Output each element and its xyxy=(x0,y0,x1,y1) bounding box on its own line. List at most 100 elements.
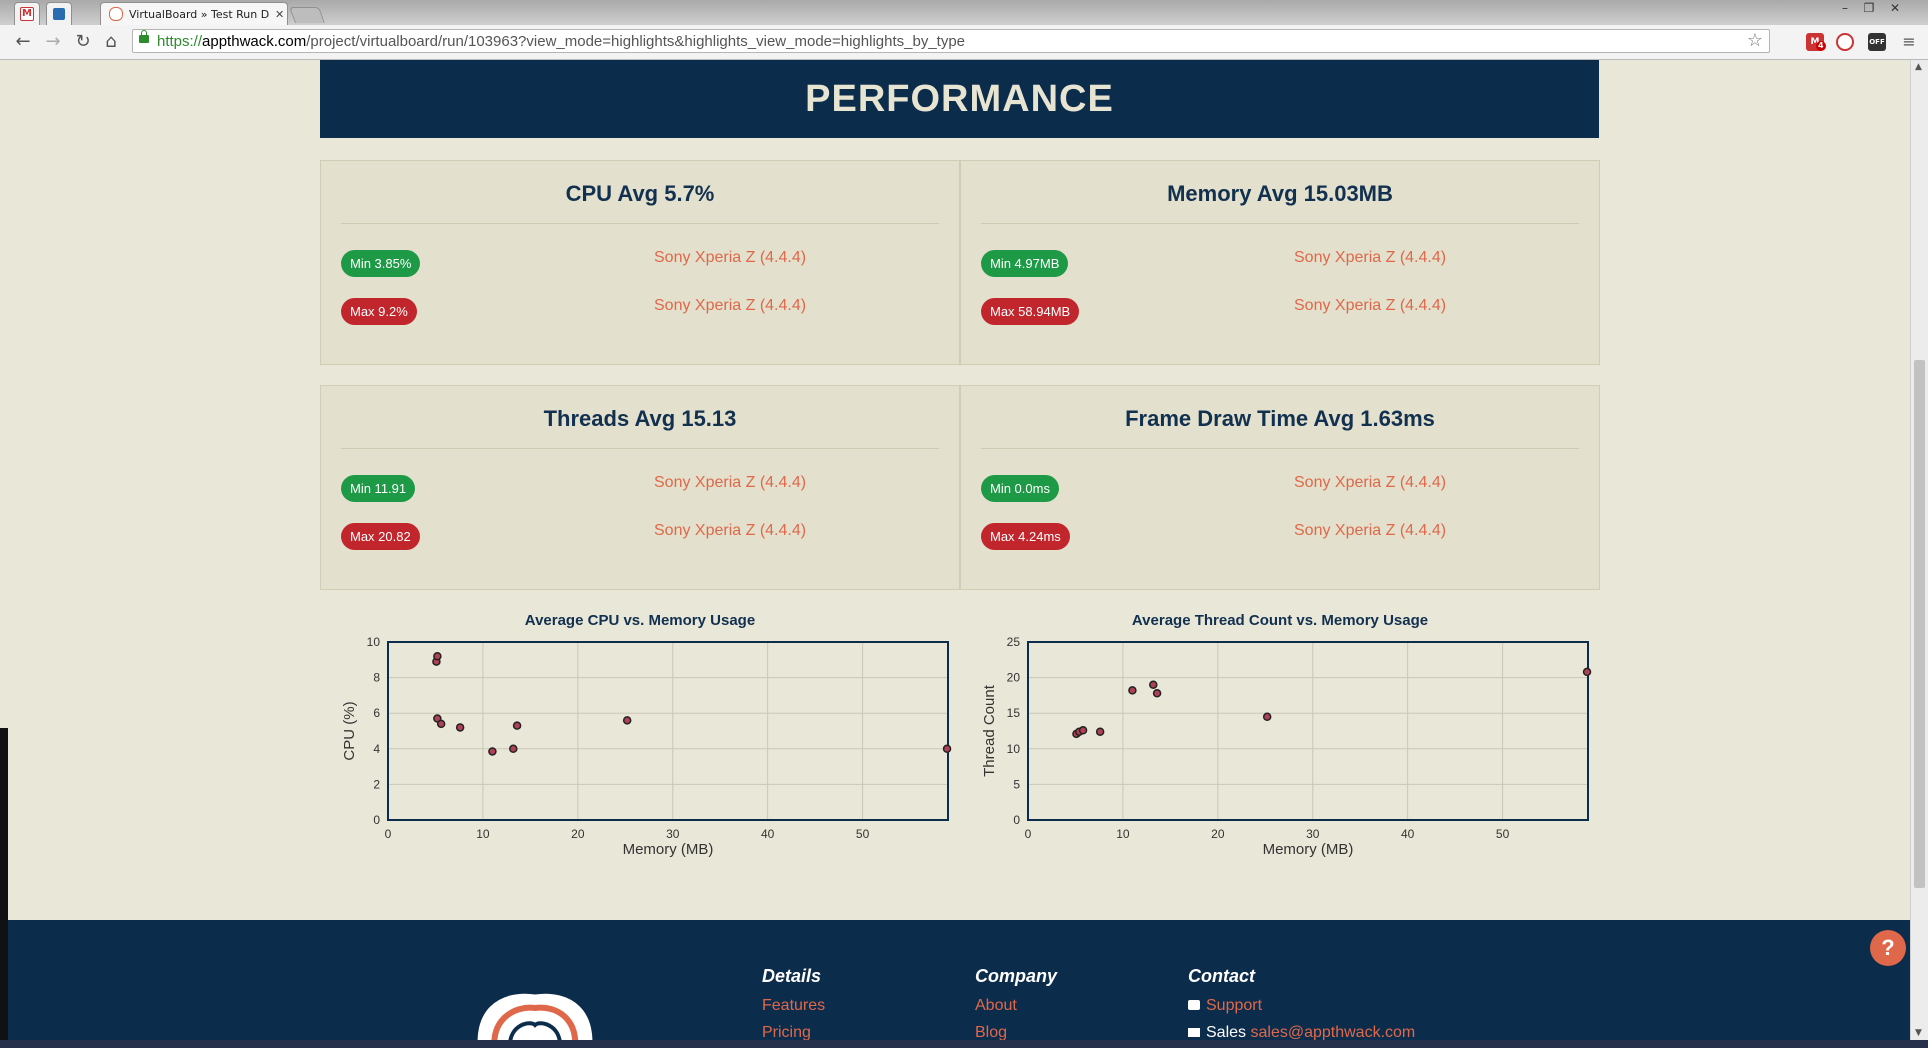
x-tick-label: 10 xyxy=(476,827,490,841)
site-footer: Details Features Pricing Company About B… xyxy=(8,920,1910,1040)
y-tick-label: 2 xyxy=(373,777,380,791)
bookmark-star-icon[interactable]: ☆ xyxy=(1746,30,1763,51)
reload-icon[interactable]: ↻ xyxy=(75,31,91,52)
url-text: https://appthwack.com/project/virtualboa… xyxy=(157,33,965,50)
footer-company: Company About Blog xyxy=(975,966,1057,1040)
min-badge: Min 3.85% xyxy=(341,250,421,277)
data-point xyxy=(436,719,446,729)
min-badge: Min 11.91 xyxy=(341,475,416,502)
max-badge: Max 4.24ms xyxy=(981,523,1070,550)
data-point xyxy=(488,747,497,756)
x-tick-label: 20 xyxy=(1211,827,1225,841)
frame-draw-time-card: Frame Draw Time Avg 1.63ms Min 0.0ms Son… xyxy=(960,385,1600,590)
x-tick-label: 10 xyxy=(1116,827,1130,841)
cpu-memory-scatter-chart: 0 10 20 30 40 50 0 2 4 6 8 10 Memory (MB) CPU (%) xyxy=(341,635,952,858)
memory-card: Memory Avg 15.03MB Min 4.97MB Sony Xperi… xyxy=(960,160,1600,365)
footer-link-blog[interactable]: Blog xyxy=(975,1024,1008,1040)
data-point xyxy=(509,744,518,754)
threads-chart-title: Average Thread Count vs. Memory Usage xyxy=(1131,612,1429,629)
footer-link-pricing[interactable]: Pricing xyxy=(762,1024,811,1040)
card-title: Frame Draw Time Avg 1.63ms xyxy=(981,406,1579,449)
new-tab-button[interactable] xyxy=(289,7,325,23)
tab-virtualboard[interactable]: VirtualBoard » Test Run D ✕ xyxy=(100,2,288,25)
footer-link-features[interactable]: Features xyxy=(762,997,826,1014)
device-link[interactable]: Sony Xperia Z (4.4.4) xyxy=(1294,297,1447,314)
card-title: Memory Avg 15.03MB xyxy=(981,181,1579,224)
y-axis-label: CPU (%) xyxy=(341,701,358,760)
footer-contact: Contact Support Sales sales@appthwack.co… xyxy=(1188,966,1415,1040)
restore-icon[interactable]: ❐ xyxy=(1863,1,1875,15)
card-title: CPU Avg 5.7% xyxy=(341,181,939,224)
window-close-icon[interactable]: ✕ xyxy=(1889,1,1901,15)
data-point xyxy=(455,723,465,732)
device-link[interactable]: Sony Xperia Z (4.4.4) xyxy=(654,297,807,314)
y-tick-label: 20 xyxy=(1007,671,1021,685)
y-tick-label: 25 xyxy=(1007,635,1021,649)
x-tick-label: 50 xyxy=(856,827,870,841)
scroll-thumb[interactable] xyxy=(1914,360,1925,888)
device-link[interactable]: Sony Xperia Z (4.4.4) xyxy=(1294,474,1447,491)
scroll-up-icon[interactable]: ▲ xyxy=(1915,62,1922,72)
home-icon[interactable]: ⌂ xyxy=(105,31,117,52)
address-bar[interactable]: https://appthwack.com/project/virtualboa… xyxy=(132,29,1770,53)
x-tick-label: 30 xyxy=(1306,827,1320,841)
lock-icon xyxy=(139,30,149,43)
data-point xyxy=(512,721,522,730)
y-tick-label: 10 xyxy=(1007,742,1021,756)
footer-details: Details Features Pricing xyxy=(762,966,825,1040)
browser-tabstrip: M VirtualBoard » Test Run D ✕ – ❐ ✕ xyxy=(0,0,1928,25)
tab-title: VirtualBoard » Test Run D xyxy=(129,7,269,21)
data-point xyxy=(942,744,952,754)
tab-gmail[interactable]: M xyxy=(14,2,40,25)
device-link[interactable]: Sony Xperia Z (4.4.4) xyxy=(1294,522,1447,539)
off-extension-icon[interactable]: OFF xyxy=(1868,33,1886,51)
left-edge xyxy=(0,60,8,728)
briefcase-icon xyxy=(1188,1000,1200,1010)
x-axis-label: Memory (MB) xyxy=(623,841,714,858)
y-tick-label: 8 xyxy=(373,671,380,685)
max-badge: Max 58.94MB xyxy=(981,298,1080,325)
performance-heading: PERFORMANCE xyxy=(320,60,1599,138)
device-link[interactable]: Sony Xperia Z (4.4.4) xyxy=(654,249,807,266)
plot-frame xyxy=(387,641,949,821)
plot-frame xyxy=(1027,641,1589,821)
close-icon[interactable]: ✕ xyxy=(275,7,285,21)
y-tick-label: 15 xyxy=(1007,706,1021,720)
adblock-extension-icon[interactable] xyxy=(1836,33,1854,51)
footer-support-row: Support xyxy=(1188,997,1415,1015)
min-badge: Min 0.0ms xyxy=(981,475,1059,502)
data-point xyxy=(1095,727,1105,736)
cpu-card: CPU Avg 5.7% Min 3.85% Sony Xperia Z (4.… xyxy=(320,160,960,365)
chrome-menu-icon[interactable]: ≡ xyxy=(1902,32,1916,51)
forward-arrow-icon[interactable]: → xyxy=(45,31,61,52)
help-button[interactable]: ? xyxy=(1870,930,1906,966)
footer-link-sales-email[interactable]: sales@appthwack.com xyxy=(1250,1024,1416,1040)
footer-heading: Details xyxy=(762,966,822,986)
device-link[interactable]: Sony Xperia Z (4.4.4) xyxy=(654,474,807,491)
footer-link-support[interactable]: Support xyxy=(1206,997,1263,1014)
data-point xyxy=(1128,686,1137,695)
tab-trello[interactable] xyxy=(46,2,72,25)
data-point xyxy=(433,651,442,661)
back-arrow-icon[interactable]: ← xyxy=(15,31,31,52)
url-scheme: https:// xyxy=(157,33,203,50)
minimize-icon[interactable]: – xyxy=(1842,1,1848,15)
left-edge-dark xyxy=(0,728,8,1040)
footer-link-about[interactable]: About xyxy=(975,997,1017,1014)
y-tick-label: 0 xyxy=(1013,813,1020,827)
scroll-down-icon[interactable]: ▼ xyxy=(1915,1028,1922,1038)
os-taskbar xyxy=(0,1040,1928,1048)
footer-sales-row: Sales sales@appthwack.com xyxy=(1188,1024,1415,1040)
x-tick-label: 0 xyxy=(385,827,392,841)
data-point xyxy=(1152,689,1162,698)
page-scrollbar[interactable]: ▲ ▼ xyxy=(1910,60,1928,1040)
url-host: appthwack.com xyxy=(202,33,307,50)
appthwack-logo xyxy=(477,993,593,1040)
url-path: /project/virtualboard/run/103963?view_mo… xyxy=(306,33,966,50)
max-badge: Max 20.82 xyxy=(341,523,420,550)
device-link[interactable]: Sony Xperia Z (4.4.4) xyxy=(654,522,807,539)
footer-heading: Contact xyxy=(1188,966,1255,986)
device-link[interactable]: Sony Xperia Z (4.4.4) xyxy=(1294,249,1447,266)
threads-memory-scatter-chart: 0 10 20 30 40 50 0 5 10 15 20 25 Memory (MB) Thread C… xyxy=(981,635,1592,858)
